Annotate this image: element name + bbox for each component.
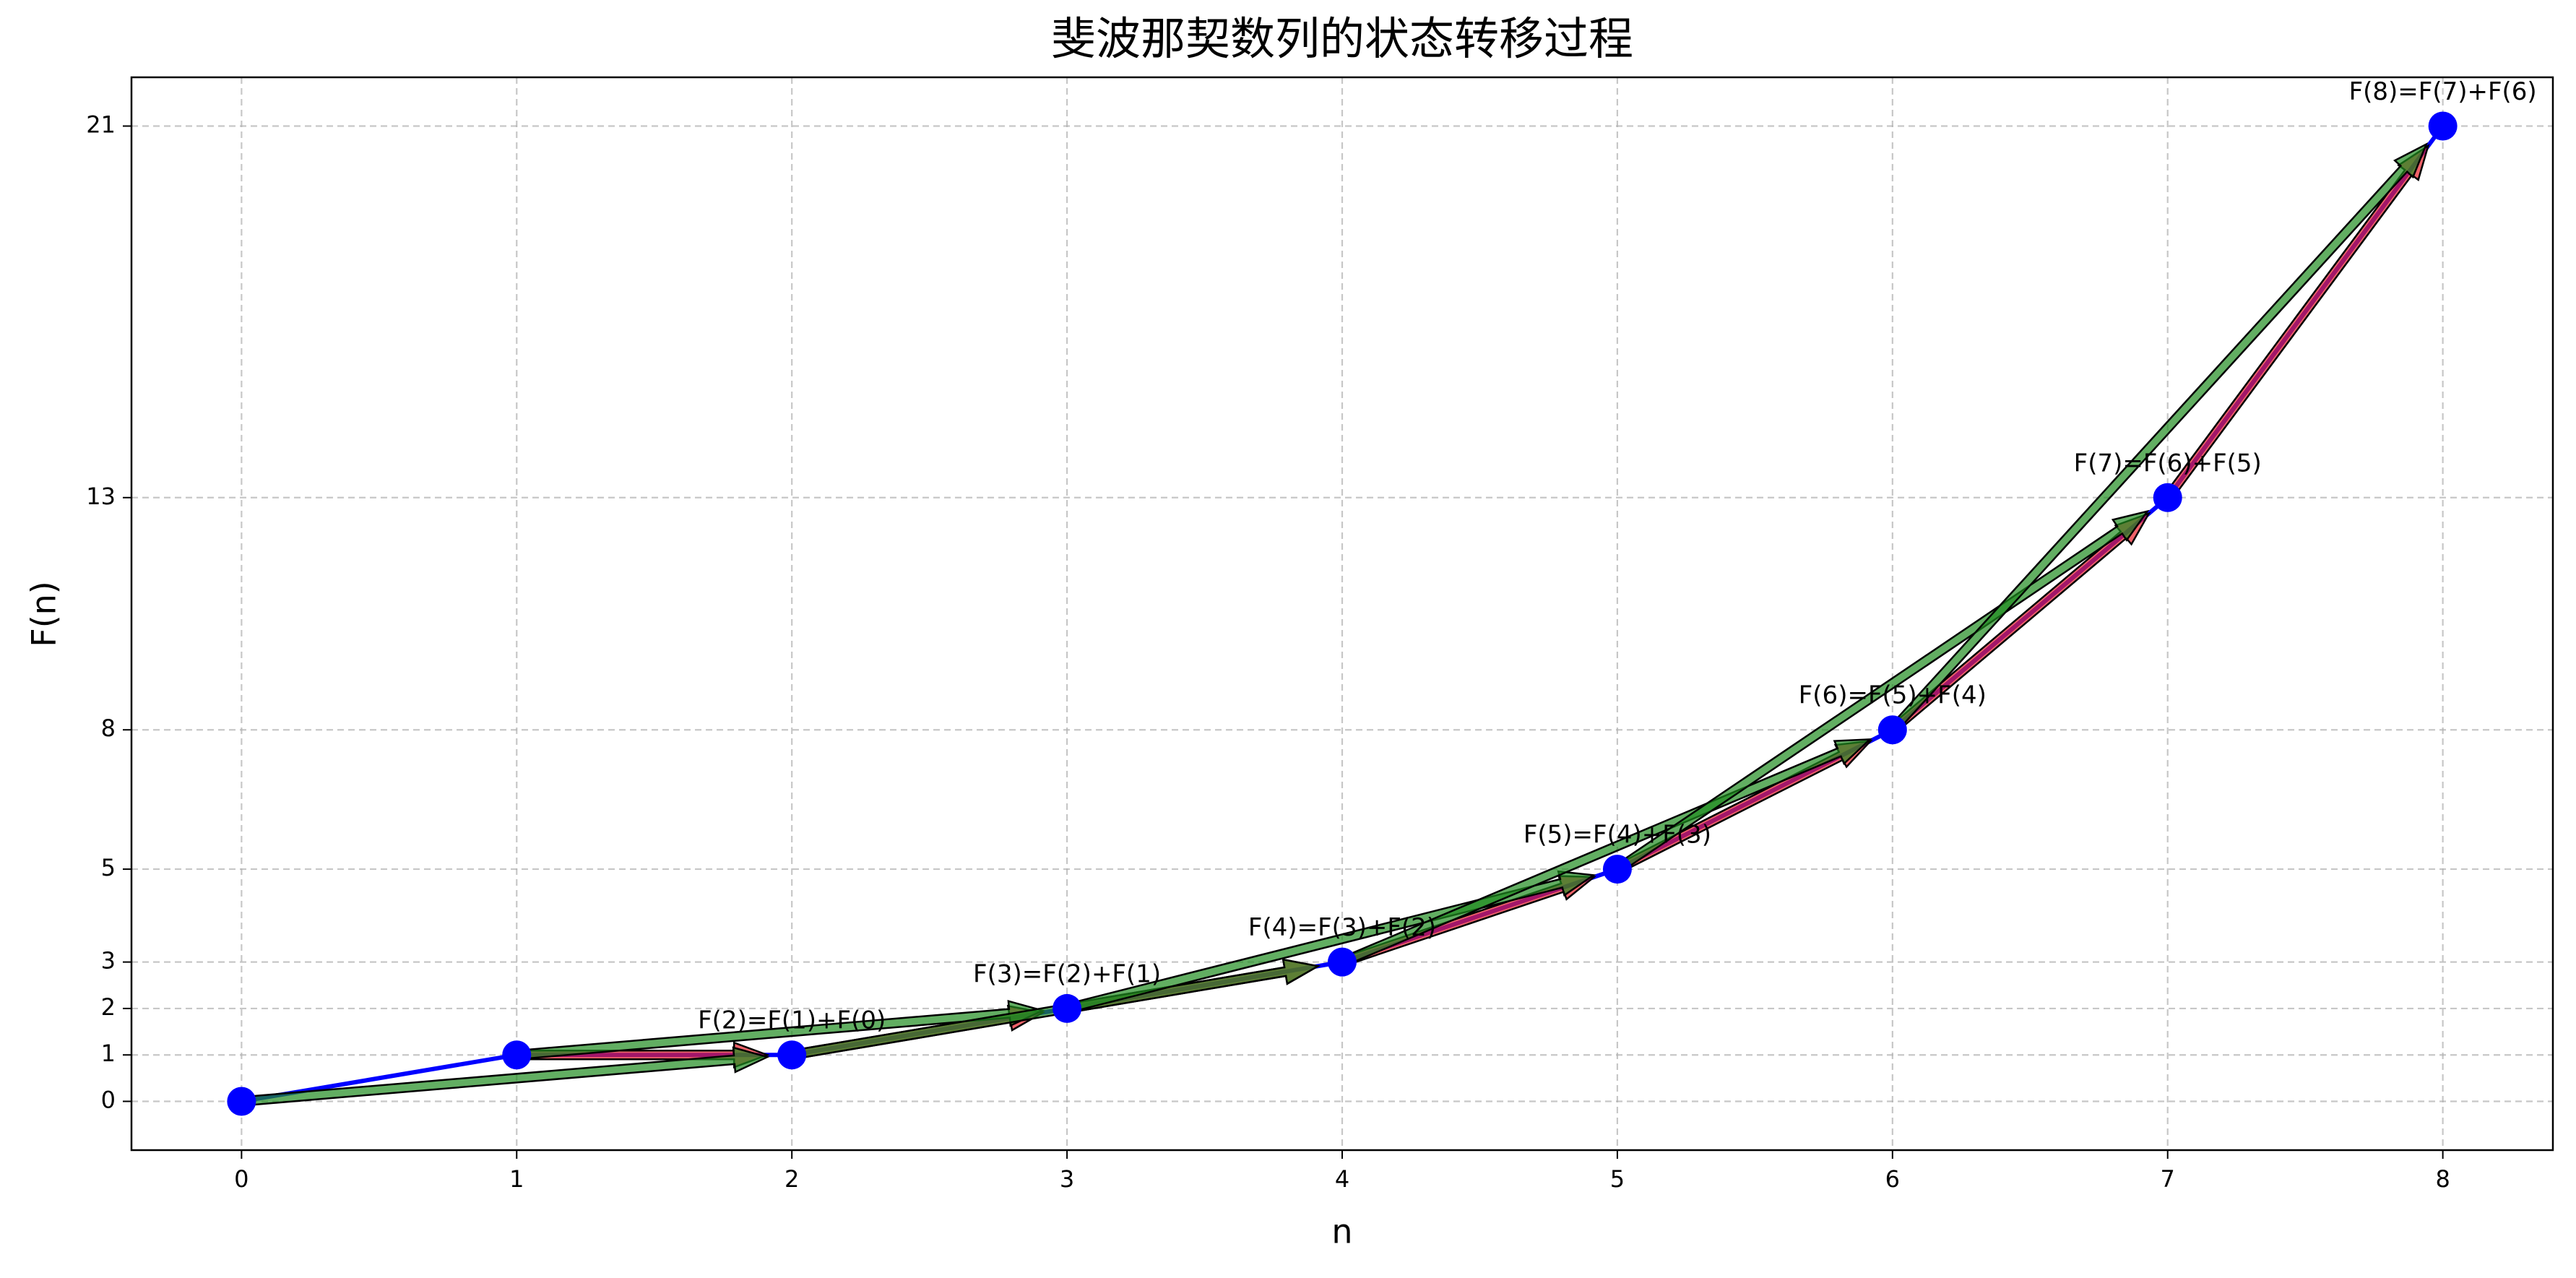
point	[2153, 483, 2182, 512]
x-tick-label: 7	[2161, 1165, 2175, 1193]
annotation: F(4)=F(3)+F(2)	[1248, 913, 1436, 942]
point	[777, 1040, 807, 1070]
x-tick-label: 5	[1610, 1165, 1625, 1193]
y-tick-label: 3	[101, 947, 116, 975]
annotation: F(2)=F(1)+F(0)	[698, 1006, 886, 1035]
annotation: F(8)=F(7)+F(6)	[2349, 77, 2537, 106]
point	[2428, 111, 2458, 141]
point	[1602, 855, 1632, 884]
y-tick-label: 1	[101, 1040, 116, 1067]
x-tick-label: 4	[1335, 1165, 1349, 1193]
transition-arrow	[240, 1046, 770, 1107]
x-tick-label: 8	[2435, 1165, 2450, 1193]
point	[502, 1040, 532, 1070]
y-tick-label: 2	[101, 993, 116, 1021]
annotation: F(5)=F(4)+F(3)	[1523, 821, 1711, 850]
point	[227, 1087, 256, 1116]
annotation: F(7)=F(6)+F(5)	[2074, 449, 2262, 478]
y-tick-label: 21	[86, 111, 116, 139]
chart-title: 斐波那契数列的状态转移过程	[1051, 12, 1633, 65]
x-tick-label: 1	[509, 1165, 524, 1193]
y-tick-label: 8	[101, 714, 116, 742]
plot-frame	[130, 76, 2554, 1152]
point	[1877, 715, 1907, 745]
x-tick-label: 3	[1060, 1165, 1074, 1193]
y-tick-label: 13	[86, 483, 116, 510]
annotation: F(6)=F(5)+F(4)	[1799, 681, 1987, 710]
x-axis-label: n	[1331, 1212, 1352, 1251]
point	[1328, 947, 1357, 977]
transition-arrow	[1888, 142, 2429, 735]
point	[1053, 993, 1082, 1023]
y-axis-label: F(n)	[25, 581, 64, 647]
y-tick-label: 5	[101, 854, 116, 881]
plot-area: 0 1 2 3 4 5 6 7 8 0 1 2 3 5 8 13 21 F(2)=F(1)+F(0) F(3)=F(…	[86, 76, 2554, 1193]
transition-arrow	[1339, 738, 1872, 967]
x-tick-label: 0	[234, 1165, 248, 1193]
x-tick-label: 6	[1885, 1165, 1900, 1193]
y-tick-label: 0	[101, 1087, 116, 1114]
annotation: F(3)=F(2)+F(1)	[973, 959, 1161, 988]
x-tick-label: 2	[785, 1165, 799, 1193]
